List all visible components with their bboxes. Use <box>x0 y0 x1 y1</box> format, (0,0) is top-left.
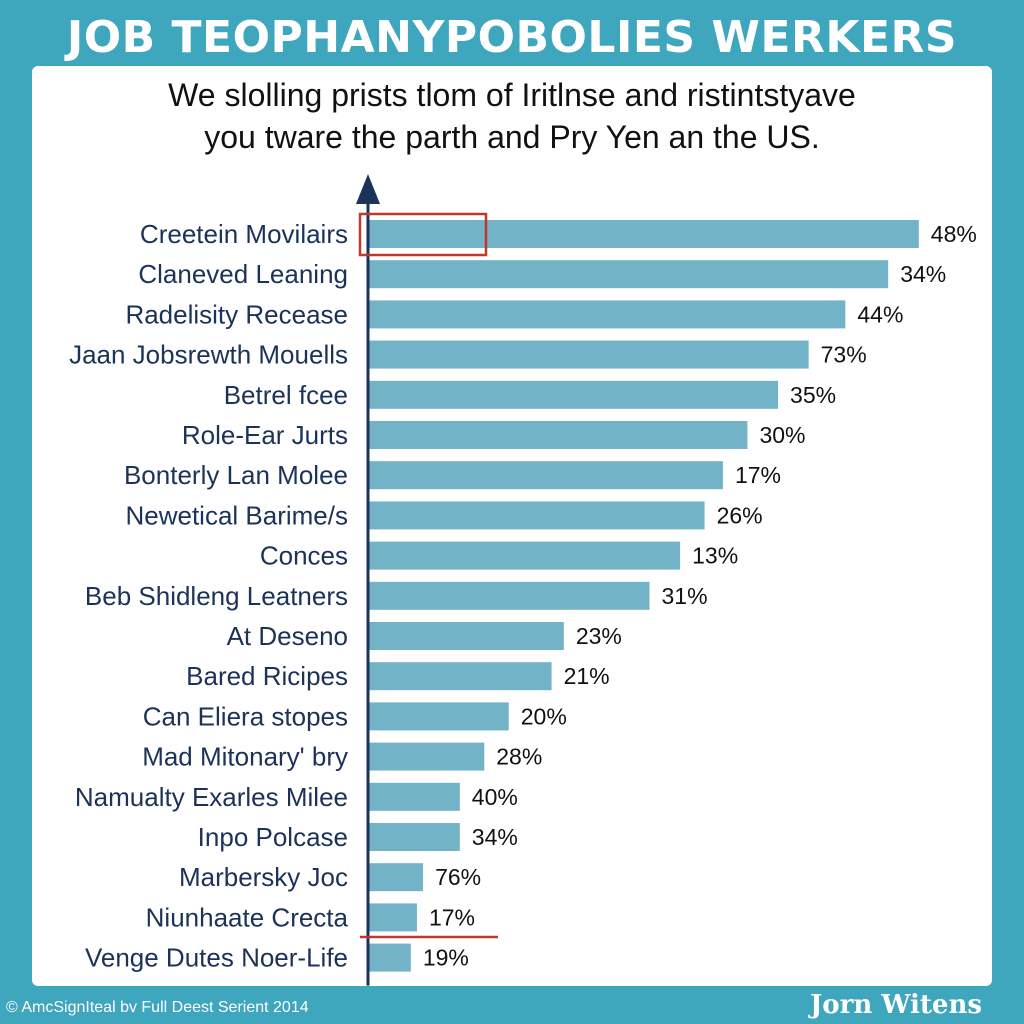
category-label-6: Role-Ear Jurts <box>182 420 348 450</box>
y-axis-arrow-icon <box>356 174 380 204</box>
value-label-8: 26% <box>717 502 763 528</box>
category-label-3: Radelisity Recease <box>125 299 348 329</box>
value-label-19: 19% <box>423 945 469 971</box>
category-label-8: Newetical Barime/s <box>125 500 348 530</box>
value-label-18: 17% <box>429 904 475 930</box>
value-label-5: 35% <box>790 382 836 408</box>
category-label-17: Marbersky Joc <box>179 862 348 892</box>
category-label-4: Jaan Jobsrewth Mouells <box>69 340 348 370</box>
bar-5 <box>368 380 779 409</box>
category-label-15: Namualty Exarles Milee <box>75 782 348 812</box>
value-label-16: 34% <box>472 824 518 850</box>
category-label-10: Beb Shidleng Leatners <box>85 581 348 611</box>
subtitle-line-2: you tware the parth and Pry Yen an the U… <box>204 119 820 155</box>
value-label-6: 30% <box>759 422 805 448</box>
bar-7 <box>368 461 723 490</box>
category-label-13: Can Eliera stopes <box>143 701 348 731</box>
bar-18 <box>368 903 417 932</box>
bar-1 <box>368 220 919 248</box>
bar-9 <box>368 541 681 570</box>
bar-14 <box>368 742 485 771</box>
category-label-1: Creetein Movilairs <box>140 219 348 249</box>
category-label-16: Inpo Polcase <box>198 822 348 852</box>
value-label-14: 28% <box>496 744 542 770</box>
bar-6 <box>368 421 748 449</box>
value-label-2: 34% <box>900 261 946 287</box>
subtitle-line-1: We slolling prists tlom of Iritlnse and … <box>168 77 856 113</box>
page-title: JOB TEOPHANYPOBOLIES WERKERS <box>66 12 958 63</box>
subtitle: We slolling prists tlom of Iritlnse and … <box>32 74 992 158</box>
value-label-7: 17% <box>735 462 781 488</box>
bar-3 <box>368 300 846 329</box>
bar-8 <box>368 501 705 530</box>
footer-copyright: © AmcSignIteal bv Full Deest Serient 201… <box>6 999 309 1016</box>
value-label-13: 20% <box>521 703 567 729</box>
category-label-7: Bonterly Lan Molee <box>124 460 348 490</box>
value-label-12: 21% <box>564 663 610 689</box>
bar-10 <box>368 581 650 610</box>
value-label-15: 40% <box>472 784 518 810</box>
bar-4 <box>368 340 809 369</box>
chart-panel: We slolling prists tlom of Iritlnse and … <box>32 66 992 986</box>
value-label-4: 73% <box>821 342 867 368</box>
category-label-14: Mad Mitonary' bry <box>142 742 348 772</box>
category-label-2: Claneved Leaning <box>138 259 348 289</box>
bar-13 <box>368 702 509 731</box>
bar-11 <box>368 622 564 650</box>
value-label-10: 31% <box>662 583 708 609</box>
footer-brand: Jorn Witens <box>809 990 982 1020</box>
bar-12 <box>368 662 552 691</box>
category-label-12: Bared Ricipes <box>186 661 348 691</box>
bar-16 <box>368 823 460 851</box>
category-label-11: At Deseno <box>227 621 348 651</box>
category-label-9: Conces <box>260 541 348 571</box>
value-label-9: 13% <box>692 543 738 569</box>
value-label-3: 44% <box>857 301 903 327</box>
bar-2 <box>368 260 889 289</box>
bar-chart: Creetein Movilairs 48% Claneved Leaning 34%… <box>69 174 977 986</box>
value-label-11: 23% <box>576 623 622 649</box>
category-label-19: Venge Dutes Noer-Life <box>85 943 348 973</box>
bar-15 <box>368 782 460 811</box>
bar-17 <box>368 863 424 892</box>
bar-19 <box>368 943 411 972</box>
highlight-box <box>358 212 488 257</box>
category-label-18: Niunhaate Crecta <box>146 902 349 932</box>
value-label-17: 76% <box>435 864 481 890</box>
category-label-5: Betrel fcee <box>224 380 348 410</box>
value-label-1: 48% <box>931 221 977 247</box>
